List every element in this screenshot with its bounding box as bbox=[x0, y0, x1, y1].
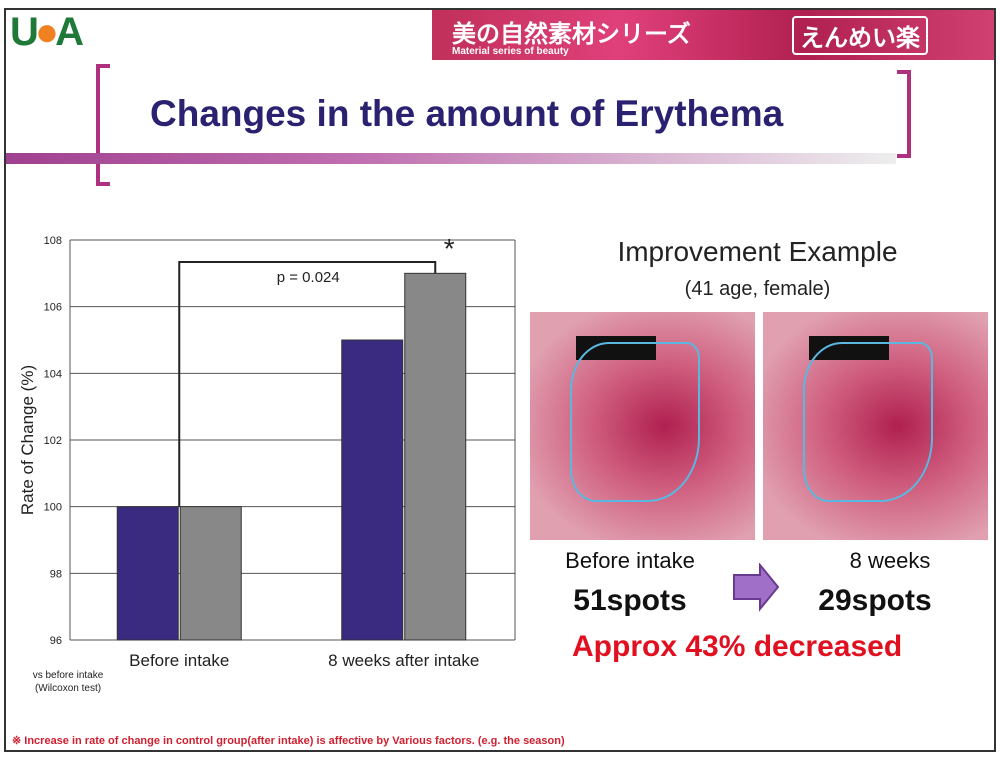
bar-test-group bbox=[341, 339, 404, 641]
note: ※ Increase in rate of change in control … bbox=[12, 735, 565, 747]
bracket-left bbox=[96, 64, 110, 186]
y-tick-label: 106 bbox=[44, 302, 62, 314]
banner-japanese: 美の自然素材シリーズ bbox=[452, 19, 691, 48]
title-underline bbox=[6, 153, 896, 164]
y-tick-label: 102 bbox=[44, 435, 62, 447]
p-value-label: p = 0.024 bbox=[277, 269, 340, 286]
y-axis-label: Rate of Change (%) bbox=[18, 365, 37, 515]
slide-frame bbox=[4, 8, 996, 752]
example-title: Improvement Example bbox=[617, 236, 898, 267]
bar-test-group bbox=[116, 506, 179, 641]
bar-chart: 96 98 100 102 104 106 108 Rate of Change (%) Bef… bbox=[18, 233, 516, 670]
significance-star: * bbox=[444, 233, 455, 264]
after-count: 29spots bbox=[818, 584, 932, 617]
x-tick-label: 8 weeks after intake bbox=[328, 651, 479, 670]
bar-control-group bbox=[404, 272, 467, 641]
before-label: Before intake bbox=[565, 548, 695, 573]
after-photo bbox=[763, 312, 988, 540]
x-tick-label: Before intake bbox=[129, 651, 229, 670]
after-label: 8 weeks bbox=[849, 548, 931, 573]
region-outline bbox=[570, 342, 700, 502]
ua-logo: U●A bbox=[10, 10, 84, 54]
footnote-2: (Wilcoxon test) bbox=[34, 683, 102, 694]
example-subtitle: (41 age, female) bbox=[684, 278, 831, 300]
before-count: 51spots bbox=[573, 584, 687, 617]
bar-control-group bbox=[179, 506, 242, 641]
banner-english: Material series of beauty bbox=[452, 46, 569, 57]
y-tick-label: 98 bbox=[50, 568, 62, 580]
result-text: Approx 43% decreased bbox=[572, 630, 903, 663]
y-tick-label: 100 bbox=[44, 502, 62, 514]
page-title: Changes in the amount of Erythema bbox=[150, 93, 784, 134]
bracket-right bbox=[897, 70, 911, 158]
brand-logo: えんめい楽 bbox=[792, 16, 928, 55]
region-outline bbox=[803, 342, 933, 502]
y-tick-label: 108 bbox=[44, 235, 62, 247]
y-tick-label: 96 bbox=[50, 635, 62, 647]
arrow-right-icon bbox=[733, 563, 780, 612]
before-photo bbox=[530, 312, 755, 540]
significance-bracket bbox=[178, 261, 437, 507]
brand-banner: 美の自然素材シリーズ Material series of beauty えんめ… bbox=[432, 10, 994, 60]
y-tick-label: 104 bbox=[44, 368, 62, 380]
footnote-1: vs before intake bbox=[32, 670, 104, 681]
